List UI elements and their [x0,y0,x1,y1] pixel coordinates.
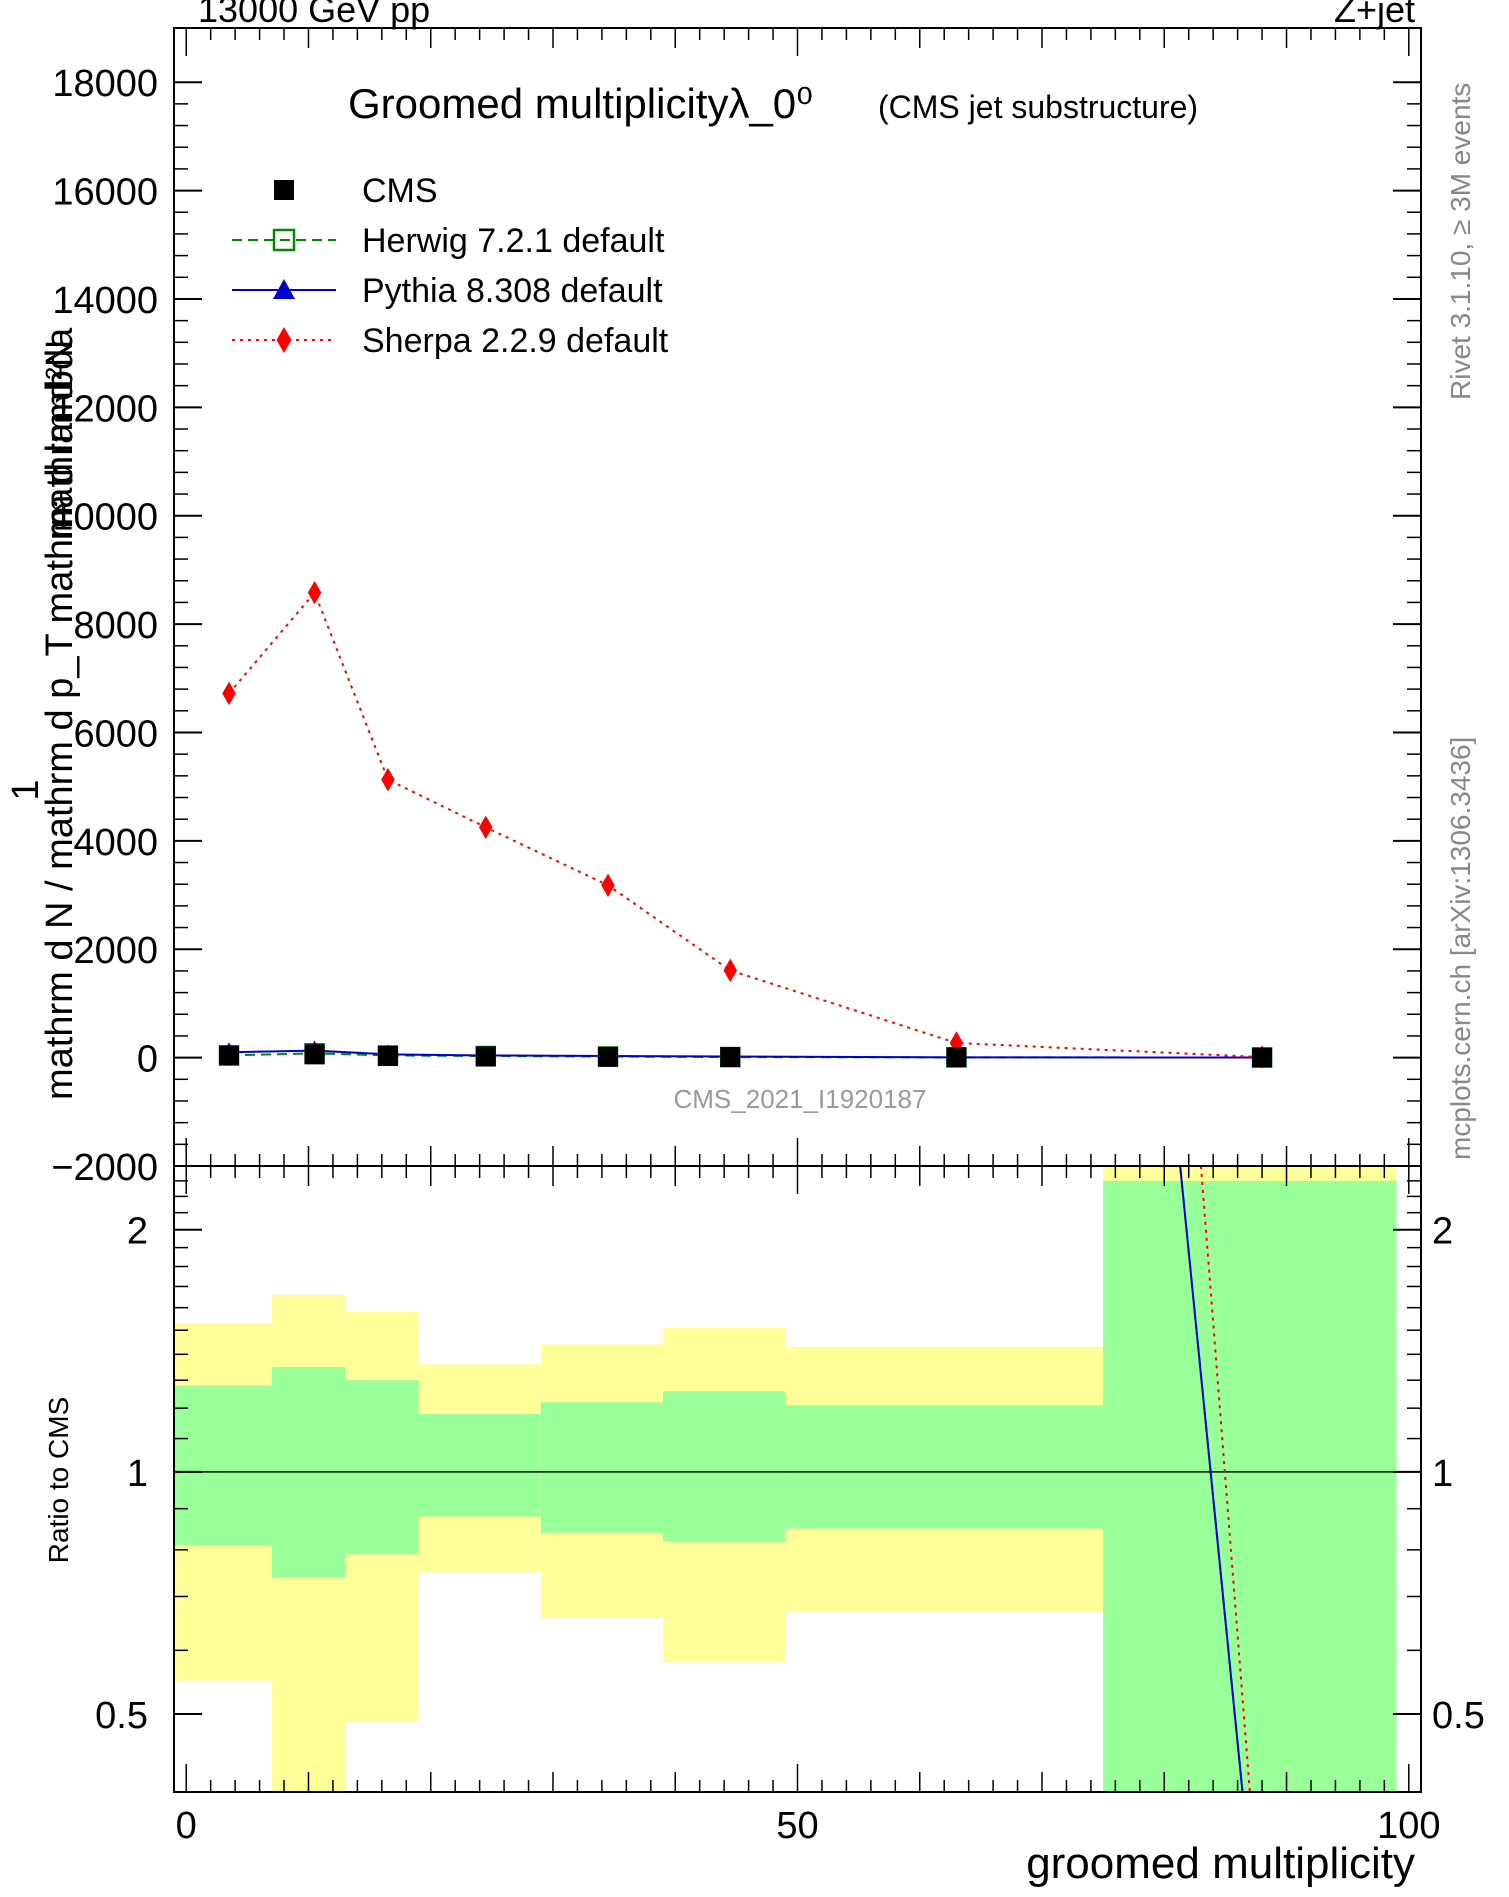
ratio-axes: 0 50 100 0.5 0.5 1 1 2 2 [95,1165,1485,1847]
ratio-ytick-label-right: 0.5 [1432,1695,1485,1737]
legend: CMS Herwig 7.2.1 default Pythia 8.308 defa… [232,172,669,360]
legend-marker [272,228,296,252]
chart-title: Groomed multiplicityλ_0⁰ [348,80,813,127]
point-marker [598,1046,619,1067]
ratio-ytick-label: 2 [127,1211,148,1253]
ratio-line [1179,1166,1244,1792]
analysis-watermark: CMS_2021_I1920187 [674,1084,927,1114]
ratio-ytick-label-right: 1 [1432,1453,1453,1495]
ratio-series [1179,1166,1251,1792]
ratio-band-inner [540,1402,664,1533]
series-line [228,1049,1263,1059]
legend-marker [274,180,294,200]
ratio-xtick-label: 100 [1377,1805,1440,1847]
main-axes: −2000 0 2000 4000 6000 8000 10000 12000 14000 160… [51,27,1422,1189]
legend-label: Herwig 7.2.1 default [362,222,665,260]
ratio-bands [174,1166,1421,1792]
point-marker [304,1044,325,1065]
main-ytick-label: 18000 [52,63,158,105]
ratio-ytick-label-right: 2 [1432,1211,1453,1253]
point-marker [601,873,615,897]
main-ytick-label: 0 [137,1039,158,1081]
xlabel: groomed multiplicity [1026,1839,1415,1888]
ratio-band-inner [663,1391,786,1542]
main-ytick-label: 16000 [52,172,158,214]
main-ytick-label: 14000 [52,280,158,322]
legend-label: Pythia 8.308 default [362,272,663,310]
legend-marker [273,279,295,299]
ratio-band-inner [1103,1180,1397,1792]
rivet-label: Rivet 3.1.10, ≥ 3M events [1445,83,1476,400]
ratio-band-inner [345,1380,419,1555]
ratio-band-inner [174,1385,272,1546]
main-ytick-label: 6000 [73,713,158,755]
series-line [228,590,1263,1059]
point-marker [479,815,493,840]
ratio-xtick-label: 0 [176,1805,197,1847]
ratio-band-inner [418,1414,541,1517]
legend-label: Sherpa 2.2.9 default [362,322,669,360]
main-ytick-label: 10000 [52,497,158,539]
ylabel-fraction: mathrm d²N [39,340,81,541]
point-marker [720,1047,741,1068]
point-marker [222,681,236,706]
ratio-band-inner [785,1405,1104,1529]
main-ytick-label: 2000 [73,930,158,972]
header-right: Z+jet [1334,0,1415,30]
ylabel-denominator: mathrm d N / mathrm d p_T mathrm d lambd… [39,327,81,1100]
ylabel-one: 1 [5,779,47,800]
main-ytick-label: −2000 [51,1147,158,1189]
ratio-xtick-label: 50 [776,1805,818,1847]
point-marker [475,1046,496,1067]
legend-label: CMS [362,172,438,210]
point-marker [723,958,738,983]
main-ytick-label: 4000 [73,822,158,864]
main-ytick-label: 12000 [52,388,158,430]
ratio-ytick-label: 1 [127,1453,148,1495]
main-ylabel: 1 mathrm d²N mathrm d N / mathrm d p_T m… [5,327,81,1100]
point-marker [219,1045,240,1066]
point-marker [1252,1047,1273,1068]
main-series [218,580,1273,1069]
ratio-line [1199,1166,1251,1792]
point-marker [307,580,322,605]
legend-marker [276,327,292,353]
site-label: mcplots.cern.ch [arXiv:1306.3436] [1445,737,1476,1160]
point-marker [946,1047,967,1068]
main-ytick-label: 8000 [73,605,158,647]
ratio-ytick-label: 0.5 [95,1695,148,1737]
ratio-ylabel: Ratio to CMS [43,1397,74,1564]
header-left: 13000 GeV pp [198,0,430,30]
chart-subtitle: (CMS jet substructure) [878,89,1198,125]
point-marker [381,767,395,792]
point-marker [377,1045,398,1066]
